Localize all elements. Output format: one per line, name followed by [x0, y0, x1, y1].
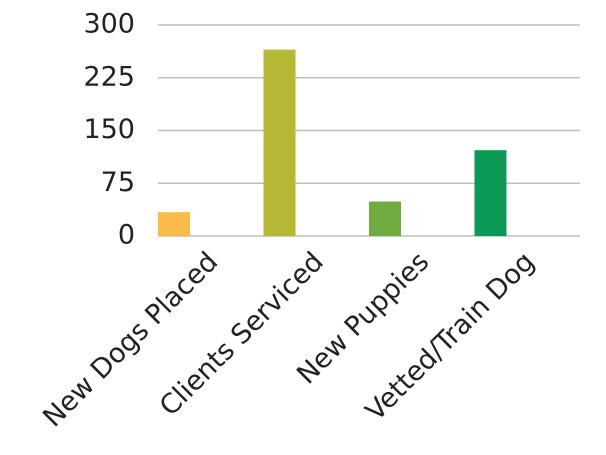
bar — [263, 49, 296, 236]
y-tick-label: 150 — [83, 114, 135, 145]
y-tick-label: 225 — [83, 61, 135, 92]
bar — [474, 150, 507, 236]
y-tick-label: 0 — [118, 220, 135, 251]
bar — [158, 212, 190, 236]
x-tick-label: New Dogs Placed — [37, 246, 224, 433]
y-tick-label: 300 — [83, 9, 135, 40]
y-tick-label: 75 — [101, 167, 135, 198]
bar — [369, 201, 401, 236]
